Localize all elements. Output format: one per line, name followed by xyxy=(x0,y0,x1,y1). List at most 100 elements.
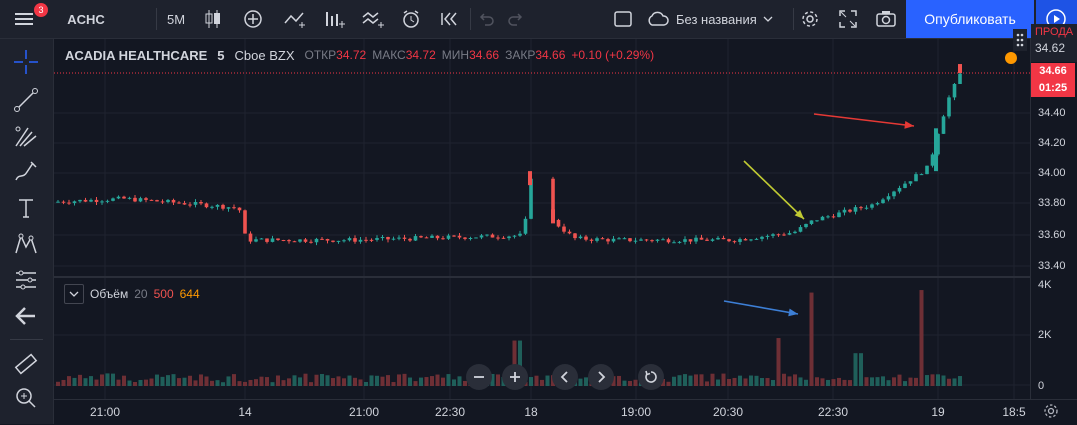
volume-bar xyxy=(353,377,357,386)
candle xyxy=(138,198,143,202)
pitchfork-tool[interactable] xyxy=(8,121,44,151)
alerts-layers-button[interactable] xyxy=(356,0,390,38)
candle xyxy=(78,199,82,202)
volume-bar xyxy=(941,375,946,386)
time-label: 18:5 xyxy=(1002,405,1026,419)
line-tool-icon xyxy=(14,88,38,112)
candle xyxy=(182,203,187,205)
open-value: 34.72 xyxy=(336,48,367,62)
chevron-down-icon xyxy=(763,16,773,22)
candle xyxy=(859,207,863,209)
reset-chart-button[interactable] xyxy=(638,364,664,390)
symbol-search-button[interactable]: ACHC xyxy=(67,11,105,27)
candle xyxy=(958,64,962,74)
zoom-in-button[interactable] xyxy=(502,364,528,390)
volume-scale-label: 4K xyxy=(1038,279,1052,291)
interval-button[interactable]: 5M xyxy=(166,11,186,27)
time-axis[interactable] xyxy=(54,399,1077,425)
volume-bar xyxy=(529,377,533,386)
text-tool[interactable] xyxy=(8,193,44,223)
volume-bar xyxy=(881,376,885,386)
candle xyxy=(826,216,830,218)
volume-bar xyxy=(303,373,308,386)
volume-bar xyxy=(518,340,522,386)
volume-bar xyxy=(94,379,99,386)
price-label: 33.60 xyxy=(1038,229,1066,241)
pattern-tool[interactable] xyxy=(8,229,44,259)
alert-button[interactable] xyxy=(396,0,426,38)
candle xyxy=(864,207,869,209)
time-label: 21:00 xyxy=(348,405,380,419)
candle xyxy=(727,239,731,242)
earnings-marker-icon[interactable] xyxy=(1005,52,1017,64)
chevron-down-icon xyxy=(69,291,79,297)
candle xyxy=(265,238,269,242)
forecast-tool[interactable] xyxy=(8,265,44,295)
candle xyxy=(760,236,764,239)
price-axis[interactable] xyxy=(1030,39,1077,399)
volume-bar xyxy=(925,375,929,386)
fullscreen-button[interactable] xyxy=(833,0,863,38)
indicators-button[interactable] xyxy=(278,0,312,38)
trend-line-tool[interactable] xyxy=(8,85,44,115)
compare-button[interactable] xyxy=(318,0,352,38)
annotation-arrowhead xyxy=(904,121,914,129)
candle xyxy=(930,154,935,166)
symbol-name[interactable]: ACADIA HEALTHCARE xyxy=(65,48,208,63)
layout-name-dropdown[interactable]: Без названия xyxy=(646,0,794,38)
price-chart[interactable] xyxy=(54,39,1030,399)
volume-bar xyxy=(210,380,214,386)
volume-bar xyxy=(936,374,940,386)
candle xyxy=(934,128,938,172)
candle xyxy=(952,83,957,98)
volume-bar xyxy=(584,377,588,386)
candle xyxy=(683,239,687,242)
scroll-right-button[interactable] xyxy=(588,364,614,390)
collapse-legend-button[interactable] xyxy=(64,284,84,304)
sell-order-badge[interactable]: ПРОДА 34.62 xyxy=(1031,24,1077,62)
candle xyxy=(116,196,121,199)
volume-bar xyxy=(67,376,71,386)
add-indicator-button[interactable] xyxy=(238,0,268,38)
volume-bar xyxy=(413,381,418,386)
undo-button[interactable] xyxy=(474,0,500,38)
chevron-left-icon xyxy=(560,371,568,383)
candle xyxy=(798,227,803,232)
scroll-left-button[interactable] xyxy=(552,364,578,390)
candle xyxy=(584,236,588,240)
volume-bar xyxy=(837,377,841,386)
volume-bar xyxy=(628,380,632,386)
candle xyxy=(452,235,456,237)
volume-bar xyxy=(155,374,159,386)
volume-bar xyxy=(787,376,792,386)
brush-tool[interactable] xyxy=(8,157,44,187)
volume-bar xyxy=(842,379,847,386)
crosshair-tool[interactable] xyxy=(8,47,44,77)
time-label: 22:30 xyxy=(817,405,849,419)
volume-bar xyxy=(375,375,379,386)
candle xyxy=(292,241,297,243)
volume-bar xyxy=(919,290,924,386)
snapshot-button[interactable] xyxy=(871,0,901,38)
replay-button[interactable] xyxy=(434,0,464,38)
candles-icon xyxy=(205,10,220,28)
menu-button[interactable] xyxy=(6,0,42,38)
redo-button[interactable] xyxy=(502,0,528,38)
zoom-out-button[interactable] xyxy=(466,364,492,390)
zoom-tool[interactable] xyxy=(8,383,44,413)
volume-bar xyxy=(611,376,616,386)
drag-handle[interactable] xyxy=(1013,29,1027,51)
layout-name: Без названия xyxy=(676,11,757,27)
remove-drawings-tool[interactable] xyxy=(8,301,44,331)
axis-settings-button[interactable] xyxy=(1042,402,1060,425)
chart-type-button[interactable] xyxy=(198,0,228,38)
layout-button[interactable] xyxy=(608,0,638,38)
measure-tool[interactable] xyxy=(8,349,44,379)
settings-button[interactable] xyxy=(795,0,825,38)
high-label: МАКС xyxy=(372,48,406,62)
candle xyxy=(694,237,698,242)
volume-bar xyxy=(254,379,258,386)
volume-bar xyxy=(617,375,621,386)
publish-button[interactable]: Опубликовать xyxy=(906,0,1034,38)
candle xyxy=(562,226,566,232)
